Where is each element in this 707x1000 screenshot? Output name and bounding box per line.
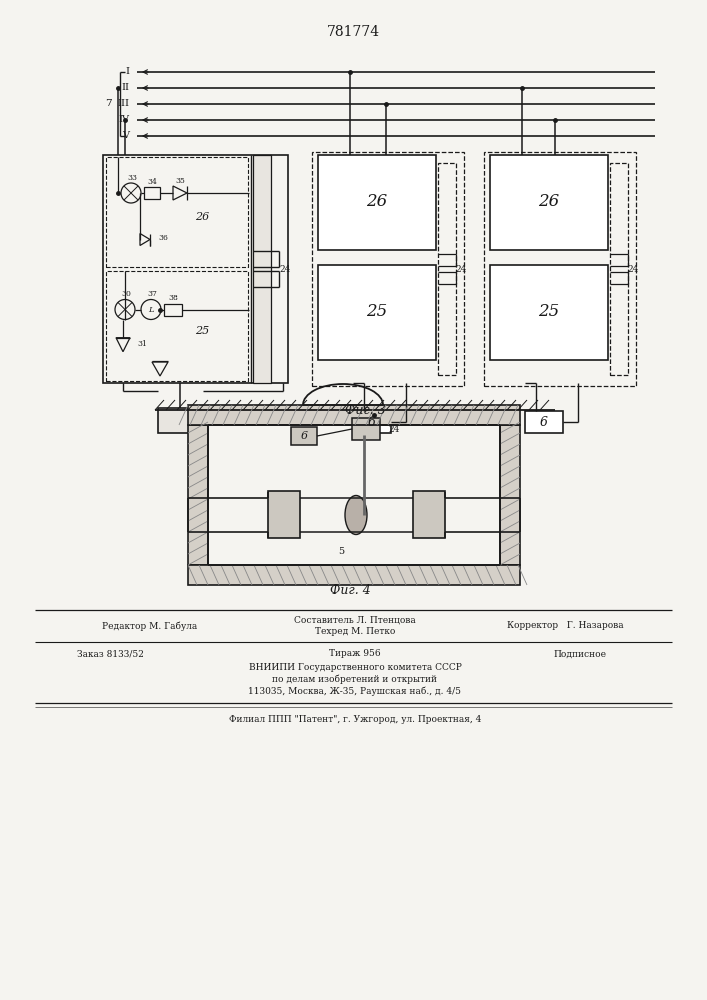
Bar — [188, 565, 520, 585]
Bar — [268, 491, 300, 538]
Text: 25: 25 — [366, 304, 387, 320]
Text: 24: 24 — [279, 264, 291, 273]
Text: по делам изобретений и открытий: по делам изобретений и открытий — [272, 674, 438, 684]
Bar — [164, 304, 182, 316]
Text: 24: 24 — [388, 424, 399, 434]
Bar — [484, 152, 636, 386]
Text: 26: 26 — [538, 194, 560, 211]
Text: 5: 5 — [338, 548, 344, 556]
Text: Фиг. 3: Фиг. 3 — [344, 403, 385, 416]
Text: 6: 6 — [540, 416, 548, 428]
Bar — [158, 408, 203, 433]
Text: V: V — [122, 131, 129, 140]
Text: Тираж 956: Тираж 956 — [329, 650, 381, 658]
Text: 6: 6 — [300, 431, 308, 441]
Bar — [438, 163, 456, 375]
Text: 6: 6 — [368, 416, 376, 428]
Text: Корректор   Г. Назарова: Корректор Г. Назарова — [507, 621, 624, 631]
Bar — [500, 425, 520, 565]
Text: 26: 26 — [195, 213, 210, 223]
Bar — [490, 155, 608, 250]
Text: 25: 25 — [195, 326, 210, 336]
Text: 113035, Москва, Ж-35, Раушская наб., д. 4/5: 113035, Москва, Ж-35, Раушская наб., д. … — [248, 686, 462, 696]
Text: 37: 37 — [147, 290, 157, 298]
Bar — [188, 425, 208, 565]
Bar — [106, 157, 248, 267]
Text: 24: 24 — [627, 264, 638, 273]
Bar — [318, 155, 436, 250]
Bar — [312, 152, 464, 386]
Text: Составитель Л. Птенцова: Составитель Л. Птенцова — [294, 615, 416, 624]
Text: Редактор М. Габула: Редактор М. Габула — [103, 621, 198, 631]
Text: 36: 36 — [158, 234, 168, 242]
Bar — [318, 265, 436, 360]
Text: I: I — [125, 68, 129, 77]
Bar — [413, 491, 445, 538]
Bar — [144, 187, 160, 199]
Bar — [188, 405, 520, 425]
Text: 30: 30 — [121, 290, 131, 298]
Bar — [490, 265, 608, 360]
Text: 26: 26 — [366, 194, 387, 211]
Text: 781774: 781774 — [327, 25, 380, 39]
Bar — [253, 155, 271, 383]
Text: 35: 35 — [175, 177, 185, 185]
Ellipse shape — [345, 495, 367, 534]
Text: 38: 38 — [168, 294, 178, 302]
Text: Фиг. 4: Фиг. 4 — [329, 584, 370, 596]
Text: 34: 34 — [147, 178, 157, 186]
Bar — [103, 155, 288, 383]
Text: ВНИИПИ Государственного комитета СССР: ВНИИПИ Государственного комитета СССР — [249, 662, 462, 672]
Bar — [352, 418, 380, 440]
Text: III: III — [117, 100, 129, 108]
Bar — [106, 271, 248, 381]
Text: 33: 33 — [127, 174, 137, 182]
Text: Филиал ППП "Патент", г. Ужгород, ул. Проектная, 4: Филиал ППП "Патент", г. Ужгород, ул. Про… — [229, 716, 481, 724]
Text: Подписное: Подписное — [554, 650, 607, 658]
Bar — [610, 163, 628, 375]
Text: IV: IV — [118, 115, 129, 124]
Text: 25: 25 — [538, 304, 560, 320]
Text: 31: 31 — [137, 340, 147, 348]
Text: II: II — [121, 84, 129, 93]
Text: 24: 24 — [455, 264, 467, 273]
Bar — [353, 411, 391, 433]
Text: L: L — [148, 306, 154, 314]
Text: Заказ 8133/52: Заказ 8133/52 — [76, 650, 144, 658]
Text: 7: 7 — [105, 100, 111, 108]
Bar — [525, 411, 563, 433]
Bar — [291, 427, 317, 445]
Text: Техред М. Петко: Техред М. Петко — [315, 628, 395, 637]
